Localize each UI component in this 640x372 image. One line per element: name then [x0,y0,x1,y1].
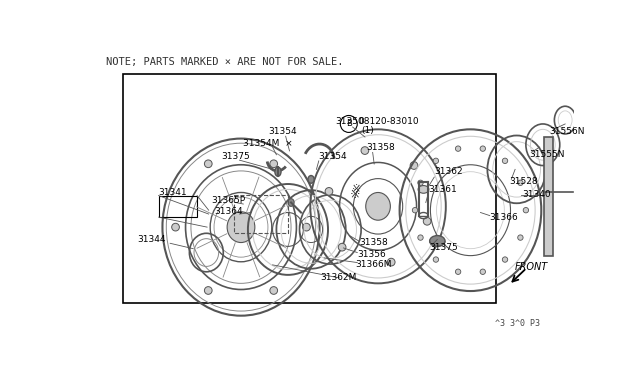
Circle shape [456,146,461,151]
Circle shape [387,258,395,266]
Text: ^3 3^0 P3: ^3 3^0 P3 [495,319,540,328]
Ellipse shape [418,186,429,193]
Text: 31362: 31362 [435,167,463,176]
Text: 31344: 31344 [137,235,166,244]
Text: FRONT: FRONT [515,262,548,272]
Circle shape [518,180,523,186]
Text: ※: ※ [352,185,361,195]
Bar [543,137,553,256]
Circle shape [204,287,212,294]
Circle shape [172,223,179,231]
Text: 31366: 31366 [490,214,518,222]
Ellipse shape [227,212,255,243]
Text: (1): (1) [361,126,374,135]
Circle shape [412,208,418,213]
Text: 31364: 31364 [214,207,243,216]
Ellipse shape [429,235,445,246]
Circle shape [523,208,529,213]
Circle shape [361,147,369,154]
Circle shape [502,158,508,164]
Text: NOTE; PARTS MARKED × ARE NOT FOR SALE.: NOTE; PARTS MARKED × ARE NOT FOR SALE. [106,57,344,67]
Text: 31362M: 31362M [320,273,356,282]
Circle shape [410,162,418,169]
Ellipse shape [288,199,294,206]
Text: 31354: 31354 [269,127,298,136]
Circle shape [433,257,438,262]
Text: 31356: 31356 [357,250,386,259]
Bar [159,196,197,217]
Ellipse shape [365,192,390,220]
Circle shape [480,269,486,275]
Text: ※: ※ [349,188,360,201]
Circle shape [270,287,278,294]
Text: 31341: 31341 [159,188,188,197]
Circle shape [423,218,431,225]
Text: 31556N: 31556N [550,127,585,136]
Text: 31375: 31375 [429,243,458,251]
Text: 31361: 31361 [428,185,457,194]
Text: 31365P: 31365P [211,196,245,205]
Circle shape [456,269,461,275]
Text: 31354M  ×: 31354M × [243,139,293,148]
Circle shape [303,223,310,231]
Text: 31528: 31528 [509,177,538,186]
Text: B: B [346,119,352,128]
Circle shape [502,257,508,262]
Circle shape [480,146,486,151]
Text: 31358: 31358 [359,238,388,247]
Circle shape [325,187,333,195]
Text: 31375: 31375 [221,152,250,161]
Circle shape [339,243,346,251]
Circle shape [433,158,438,164]
Bar [123,74,496,302]
Ellipse shape [308,176,314,183]
Text: 31358: 31358 [367,142,396,151]
Circle shape [518,235,523,240]
Text: 31354: 31354 [319,152,348,161]
Text: 08120-83010: 08120-83010 [359,117,419,126]
Circle shape [418,180,423,186]
Text: 31555N: 31555N [530,150,565,159]
Circle shape [270,160,278,168]
Text: 31340: 31340 [522,190,550,199]
Text: 31366M: 31366M [355,260,392,269]
Text: 31350: 31350 [336,117,364,126]
Circle shape [418,235,423,240]
Ellipse shape [275,167,281,176]
Circle shape [204,160,212,168]
